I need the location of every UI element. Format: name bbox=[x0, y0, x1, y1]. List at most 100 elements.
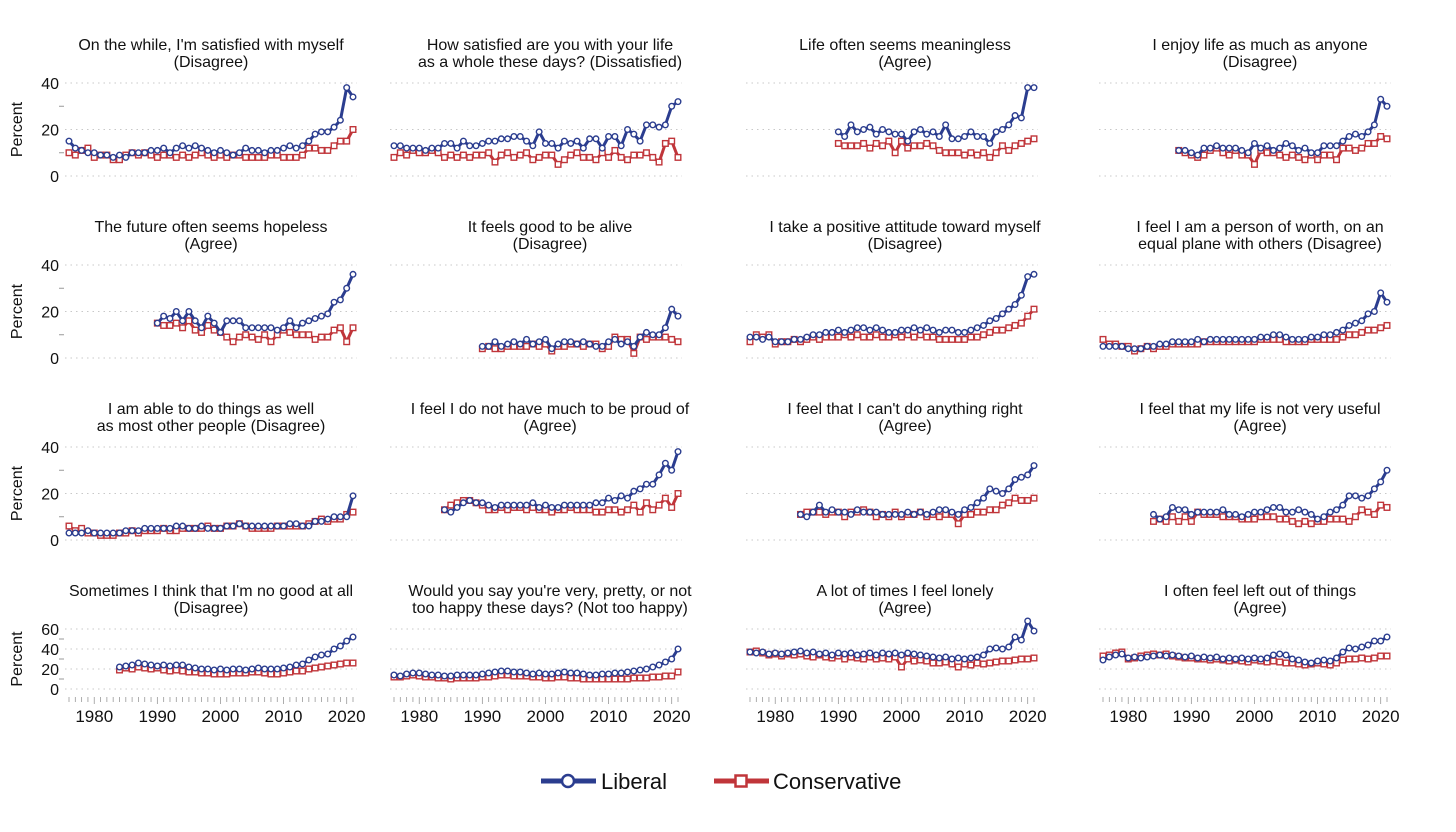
data-point-liberal bbox=[1301, 658, 1309, 666]
data-point-liberal bbox=[1320, 331, 1328, 339]
data-point-liberal bbox=[655, 661, 663, 669]
data-point-liberal bbox=[235, 149, 243, 157]
data-point-liberal bbox=[1011, 301, 1019, 309]
data-point-liberal bbox=[516, 340, 524, 348]
data-point-liberal bbox=[191, 142, 199, 150]
data-point-liberal bbox=[204, 146, 212, 154]
data-point-conservative bbox=[1024, 496, 1032, 504]
data-point-liberal bbox=[1181, 146, 1189, 154]
data-point-liberal bbox=[1238, 513, 1246, 521]
data-point-conservative bbox=[1351, 146, 1359, 154]
data-point-liberal bbox=[115, 151, 123, 159]
data-point-liberal bbox=[992, 314, 1000, 322]
data-point-liberal bbox=[485, 137, 493, 145]
data-point-liberal bbox=[759, 335, 767, 343]
data-point-liberal bbox=[1263, 142, 1271, 150]
data-point-liberal bbox=[324, 128, 332, 136]
data-point-conservative bbox=[172, 319, 180, 327]
data-point-conservative bbox=[1377, 652, 1385, 660]
data-point-liberal bbox=[1326, 508, 1334, 516]
data-point-liberal bbox=[554, 669, 562, 677]
data-point-liberal bbox=[330, 298, 338, 306]
data-point-liberal bbox=[179, 317, 187, 325]
data-point-conservative bbox=[267, 338, 275, 346]
data-point-liberal bbox=[141, 660, 149, 668]
data-point-conservative bbox=[254, 335, 262, 343]
data-point-liberal bbox=[1364, 128, 1372, 136]
data-point-liberal bbox=[929, 508, 937, 516]
panel-title-line: Sometimes I think that I'm no good at al… bbox=[69, 583, 353, 600]
data-point-conservative bbox=[661, 333, 669, 341]
data-point-liberal bbox=[311, 653, 319, 661]
data-point-liberal bbox=[535, 338, 543, 346]
data-point-conservative bbox=[349, 659, 357, 667]
data-point-conservative bbox=[973, 508, 981, 516]
data-point-conservative bbox=[311, 335, 319, 343]
data-point-liberal bbox=[1017, 473, 1025, 481]
data-point-liberal bbox=[1351, 319, 1359, 327]
data-point-conservative bbox=[910, 142, 918, 150]
data-point-conservative bbox=[1351, 655, 1359, 663]
data-point-liberal bbox=[491, 503, 499, 511]
data-point-liberal bbox=[598, 499, 606, 507]
data-point-liberal bbox=[586, 135, 594, 143]
data-point-liberal bbox=[280, 522, 288, 530]
data-point-conservative bbox=[942, 149, 950, 157]
data-point-liberal bbox=[935, 506, 943, 514]
panel-title-line: (Agree) bbox=[1233, 418, 1286, 435]
data-point-liberal bbox=[466, 496, 474, 504]
data-point-liberal bbox=[210, 319, 218, 327]
data-point-conservative bbox=[71, 151, 79, 159]
data-point-liberal bbox=[592, 135, 600, 143]
data-point-conservative bbox=[179, 667, 187, 675]
data-point-liberal bbox=[1383, 633, 1391, 641]
data-point-liberal bbox=[910, 324, 918, 332]
panel-title-line: Would you say you're very, pretty, or no… bbox=[408, 583, 692, 600]
data-point-liberal bbox=[998, 125, 1006, 133]
data-point-liberal bbox=[1162, 340, 1170, 348]
data-point-liberal bbox=[273, 326, 281, 334]
data-point-liberal bbox=[153, 146, 161, 154]
panel-title-line: (Agree) bbox=[184, 236, 237, 253]
panel-6: It feels good to be alive (Disagree) bbox=[390, 219, 682, 359]
data-point-liberal bbox=[472, 142, 480, 150]
data-point-liberal bbox=[485, 342, 493, 350]
data-point-conservative bbox=[292, 153, 300, 161]
series-line-liberal bbox=[394, 100, 679, 152]
data-point-conservative bbox=[973, 333, 981, 341]
data-point-liberal bbox=[841, 328, 849, 336]
data-point-liberal bbox=[954, 654, 962, 662]
data-point-liberal bbox=[447, 139, 455, 147]
data-point-liberal bbox=[261, 149, 269, 157]
data-point-liberal bbox=[998, 490, 1006, 498]
data-point-liberal bbox=[317, 517, 325, 525]
data-point-conservative bbox=[390, 153, 398, 161]
data-point-liberal bbox=[1314, 333, 1322, 341]
data-point-liberal bbox=[160, 312, 168, 320]
data-point-liberal bbox=[847, 121, 855, 129]
data-point-conservative bbox=[980, 508, 988, 516]
data-point-liberal bbox=[267, 522, 275, 530]
data-point-conservative bbox=[910, 333, 918, 341]
data-point-liberal bbox=[1011, 633, 1019, 641]
data-point-liberal bbox=[579, 501, 587, 509]
data-point-liberal bbox=[229, 522, 237, 530]
data-point-liberal bbox=[860, 324, 868, 332]
data-point-liberal bbox=[343, 284, 351, 292]
data-point-liberal bbox=[459, 671, 467, 679]
data-point-conservative bbox=[1187, 517, 1195, 525]
data-point-liberal bbox=[185, 663, 193, 671]
data-point-conservative bbox=[674, 153, 682, 161]
data-point-liberal bbox=[299, 142, 307, 150]
data-point-liberal bbox=[343, 84, 351, 92]
data-point-conservative bbox=[280, 153, 288, 161]
data-point-liberal bbox=[1149, 510, 1157, 518]
data-point-liberal bbox=[771, 338, 779, 346]
data-point-liberal bbox=[1269, 331, 1277, 339]
data-point-conservative bbox=[1383, 652, 1391, 660]
data-point-liberal bbox=[516, 668, 524, 676]
data-point-liberal bbox=[554, 340, 562, 348]
data-point-liberal bbox=[90, 149, 98, 157]
data-point-liberal bbox=[790, 648, 798, 656]
data-point-conservative bbox=[317, 333, 325, 341]
